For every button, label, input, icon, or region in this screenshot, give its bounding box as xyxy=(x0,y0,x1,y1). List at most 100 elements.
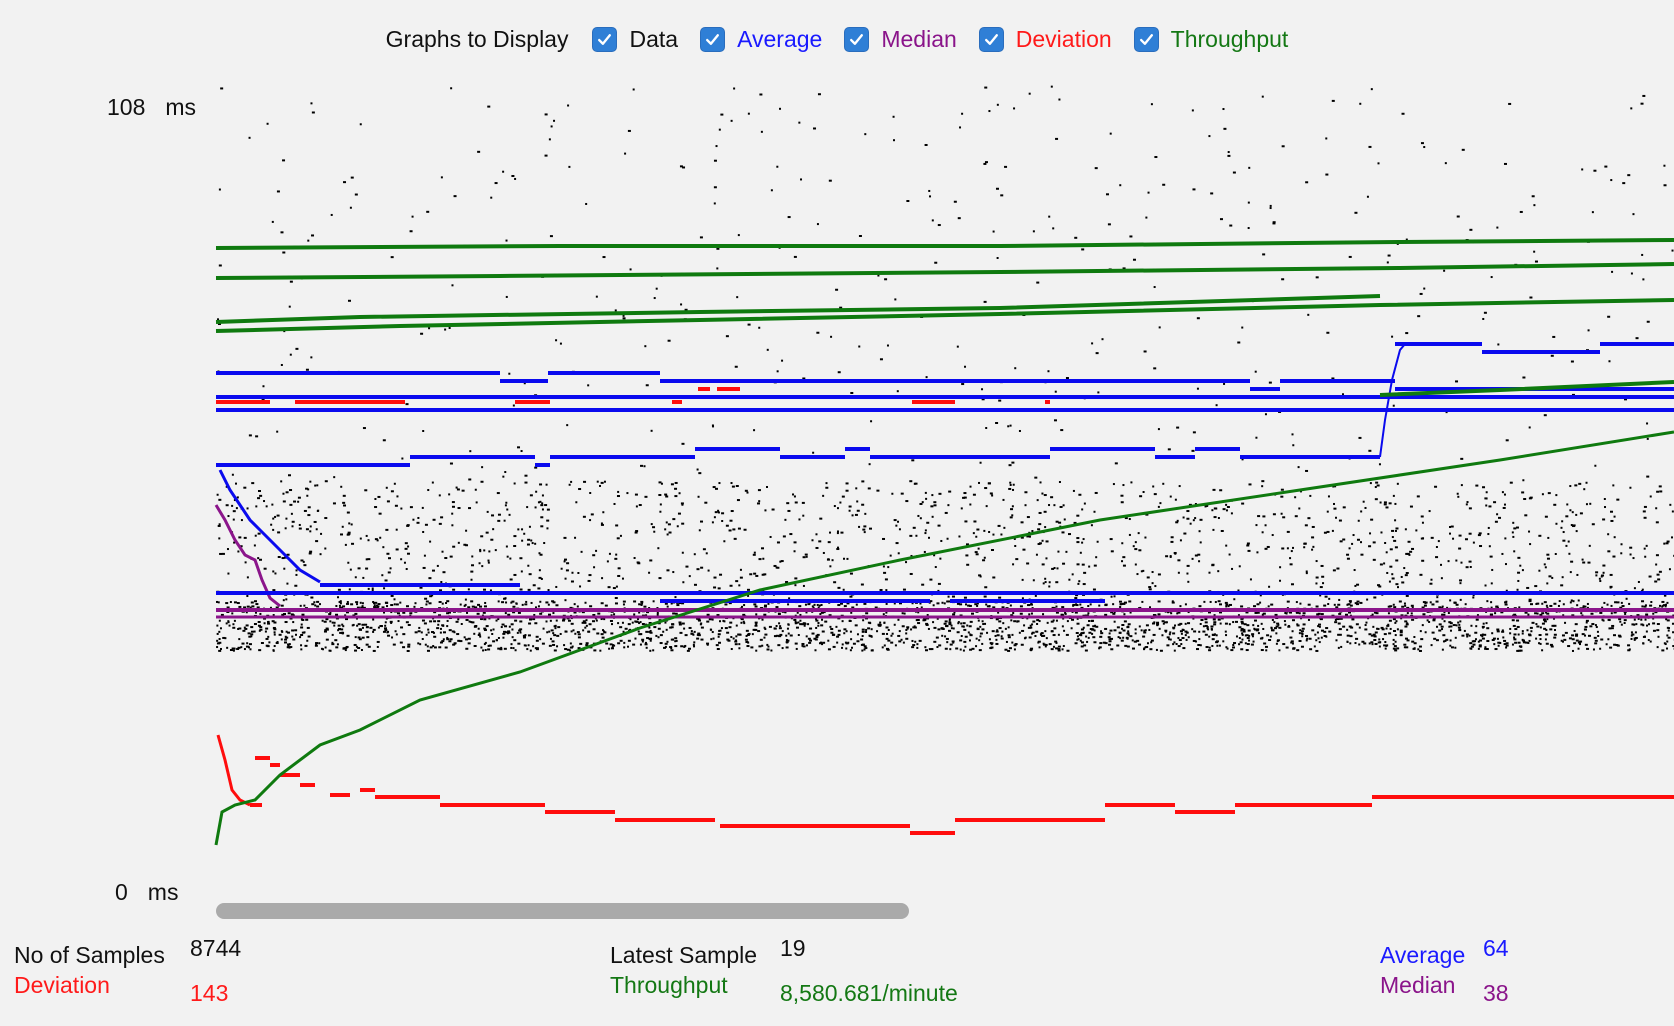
data-point xyxy=(733,537,737,540)
data-point xyxy=(1501,629,1504,632)
data-point xyxy=(1543,627,1547,630)
data-point xyxy=(344,647,348,650)
data-checkbox[interactable] xyxy=(592,26,618,52)
data-point xyxy=(836,641,839,644)
data-point xyxy=(285,491,289,494)
data-point xyxy=(745,629,749,632)
data-point xyxy=(1143,647,1146,650)
toggle-deviation[interactable]: Deviation xyxy=(978,26,1112,53)
data-point xyxy=(1268,639,1272,642)
data-point xyxy=(658,481,662,484)
data-point xyxy=(1211,564,1215,567)
data-point xyxy=(612,644,615,647)
throughput-checkbox[interactable] xyxy=(1133,26,1159,52)
data-point xyxy=(361,626,364,629)
data-point xyxy=(442,638,445,641)
data-point xyxy=(1335,639,1338,642)
data-point xyxy=(883,644,886,647)
data-point xyxy=(632,88,635,91)
data-point xyxy=(474,606,478,609)
data-point xyxy=(1328,630,1332,633)
data-point xyxy=(1126,645,1130,648)
data-point xyxy=(1376,484,1380,487)
data-point xyxy=(1153,367,1157,370)
average-checkbox[interactable] xyxy=(700,26,726,52)
data-point xyxy=(271,620,275,623)
data-point xyxy=(467,588,470,591)
horizontal-scrollbar[interactable] xyxy=(216,903,909,919)
data-point xyxy=(1129,635,1133,638)
data-point xyxy=(663,646,667,649)
data-point xyxy=(983,300,987,303)
data-point xyxy=(827,648,831,651)
data-point xyxy=(1630,631,1633,634)
data-point xyxy=(1521,630,1524,633)
data-point xyxy=(1466,501,1469,504)
data-point xyxy=(966,563,970,566)
data-point xyxy=(480,646,483,649)
data-point xyxy=(797,634,800,637)
data-point xyxy=(948,621,952,624)
data-point xyxy=(1099,642,1103,645)
data-point xyxy=(944,620,948,623)
data-point xyxy=(1271,534,1274,537)
data-point xyxy=(436,627,440,630)
data-point xyxy=(469,450,472,453)
data-point xyxy=(1171,600,1174,603)
data-point xyxy=(1661,600,1665,603)
toggle-throughput[interactable]: Throughput xyxy=(1133,26,1288,53)
data-point xyxy=(885,602,888,605)
data-point xyxy=(793,618,797,621)
data-point xyxy=(1541,612,1545,615)
data-point xyxy=(328,649,331,652)
data-point xyxy=(1584,628,1588,631)
toggle-median[interactable]: Median xyxy=(844,26,957,53)
data-point xyxy=(1358,643,1361,646)
toggle-average[interactable]: Average xyxy=(700,26,822,53)
data-point xyxy=(1611,624,1615,627)
data-point xyxy=(1383,503,1387,506)
data-point xyxy=(287,612,291,615)
data-point xyxy=(1423,146,1426,149)
data-point xyxy=(925,376,928,379)
data-point xyxy=(1238,637,1241,640)
data-point xyxy=(1417,315,1421,318)
deviation-line xyxy=(1105,803,1175,807)
data-point xyxy=(1122,267,1126,270)
data-point xyxy=(1458,547,1462,550)
toggle-data[interactable]: Data xyxy=(592,26,678,53)
data-point xyxy=(357,567,361,570)
data-point xyxy=(470,578,473,581)
data-point xyxy=(1442,640,1445,643)
data-point xyxy=(538,552,541,555)
data-point xyxy=(1215,634,1218,637)
data-point xyxy=(347,299,351,302)
data-point xyxy=(422,530,425,533)
data-point xyxy=(1273,627,1277,630)
data-point xyxy=(1099,635,1103,638)
data-point xyxy=(1374,642,1378,645)
data-point xyxy=(795,622,798,625)
data-point xyxy=(1344,613,1348,616)
graphs-to-display-bar: Graphs to Display Data Average Median De… xyxy=(0,22,1674,56)
data-point xyxy=(637,630,640,633)
data-point xyxy=(905,632,908,635)
data-point xyxy=(600,481,604,484)
data-point xyxy=(1094,491,1098,494)
data-point xyxy=(1170,612,1173,615)
data-point xyxy=(1270,603,1274,606)
data-point xyxy=(265,627,269,630)
data-point xyxy=(1564,631,1568,634)
data-point xyxy=(623,646,626,649)
deviation-checkbox[interactable] xyxy=(978,26,1004,52)
data-point xyxy=(652,526,656,529)
data-point xyxy=(1229,224,1233,227)
data-point xyxy=(1623,619,1627,622)
data-point xyxy=(698,472,702,475)
data-point xyxy=(1011,461,1015,464)
data-point xyxy=(1395,527,1399,530)
data-point xyxy=(941,601,944,604)
median-checkbox[interactable] xyxy=(844,26,870,52)
data-point xyxy=(1138,643,1142,646)
